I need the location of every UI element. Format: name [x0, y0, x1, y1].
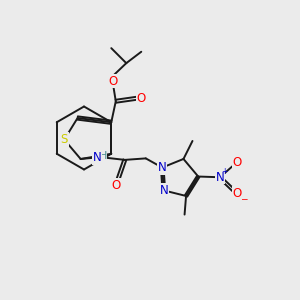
Text: O: O	[137, 92, 146, 105]
Text: N: N	[215, 171, 224, 184]
Text: O: O	[232, 156, 242, 169]
Text: O: O	[108, 75, 117, 88]
Text: H: H	[98, 151, 107, 161]
Text: O: O	[232, 187, 242, 200]
Text: N: N	[93, 151, 101, 164]
Text: N: N	[160, 184, 168, 197]
Text: −: −	[240, 194, 247, 203]
Text: S: S	[61, 133, 68, 146]
Text: +: +	[221, 167, 228, 176]
Text: O: O	[111, 178, 120, 192]
Text: N: N	[158, 161, 167, 174]
